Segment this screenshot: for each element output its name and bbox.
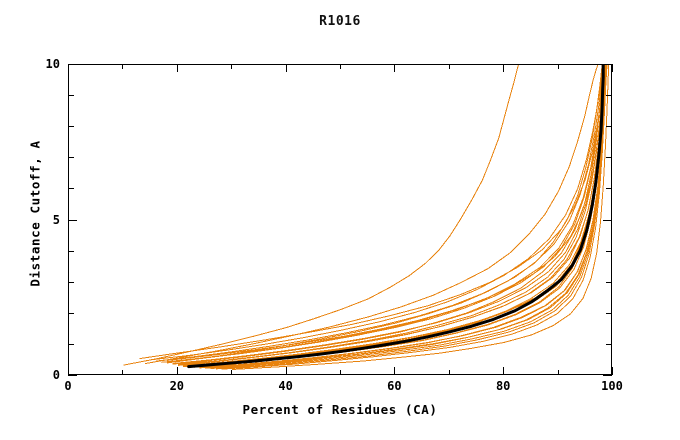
x-major-tick [285, 367, 287, 375]
series-line [204, 65, 607, 369]
series-line [172, 65, 605, 365]
y-minor-tick [68, 250, 74, 252]
x-major-tick [394, 367, 396, 375]
y-major-tick-right [603, 64, 612, 65]
y-minor-tick [68, 126, 74, 128]
plot-canvas [123, 65, 610, 370]
series-line [183, 65, 606, 367]
series-line [204, 65, 607, 369]
x-major-tick-top [285, 64, 287, 72]
y-minor-tick [68, 188, 74, 190]
y-major-tick [68, 64, 77, 65]
x-tick-label: 20 [169, 379, 185, 393]
reference-series-line [187, 65, 605, 369]
y-minor-tick [68, 281, 74, 283]
series-line [166, 65, 605, 363]
series-line [199, 65, 607, 369]
y-major-tick-right [603, 375, 612, 376]
y-minor-tick-right [606, 188, 612, 190]
x-minor-tick [448, 370, 450, 375]
series-line [139, 65, 606, 360]
series-line [166, 65, 606, 361]
plot-area [68, 64, 612, 375]
series-line [145, 65, 599, 365]
series-line [177, 65, 605, 366]
x-tick-label: 40 [278, 379, 293, 393]
x-minor-tick [231, 370, 233, 375]
chart-title: R1016 [319, 14, 361, 29]
x-minor-tick-top [231, 64, 233, 69]
series-line [172, 65, 604, 365]
y-minor-tick-right [606, 343, 612, 345]
x-minor-tick-top [340, 64, 341, 69]
x-minor-tick-top [448, 64, 450, 69]
x-major-tick-top [612, 64, 613, 72]
x-major-tick [612, 367, 613, 375]
x-major-tick-top [503, 64, 505, 72]
x-major-tick [176, 367, 178, 375]
x-major-tick-top [68, 64, 69, 72]
series-line [183, 65, 606, 367]
x-tick-label: 60 [387, 379, 402, 393]
x-minor-tick-top [122, 64, 124, 69]
x-tick-label: 100 [601, 379, 623, 393]
y-minor-tick [68, 95, 74, 97]
x-major-tick [68, 367, 69, 375]
x-minor-tick-top [557, 64, 559, 69]
y-major-tick [68, 219, 77, 221]
y-tick-label: 0 [52, 368, 60, 382]
y-minor-tick-right [606, 126, 612, 128]
x-minor-tick [122, 370, 124, 375]
y-minor-tick-right [606, 312, 612, 314]
series-line [232, 65, 610, 370]
y-minor-tick [68, 312, 74, 314]
y-tick-label: 10 [45, 57, 60, 71]
y-minor-tick [68, 343, 74, 345]
x-minor-tick [340, 370, 341, 375]
y-minor-tick [68, 157, 74, 159]
y-major-tick-right [603, 219, 612, 221]
y-minor-tick-right [606, 250, 612, 252]
x-major-tick [503, 367, 505, 375]
y-major-tick [68, 375, 77, 376]
x-tick-label: 0 [64, 379, 72, 393]
x-tick-label: 80 [495, 379, 511, 393]
y-tick-label: 5 [52, 212, 60, 227]
series-line [199, 65, 607, 369]
series-line [221, 65, 608, 370]
x-major-tick-top [394, 64, 396, 72]
x-minor-tick [557, 370, 559, 375]
y-axis-title: Distance Cutoff, A [27, 140, 43, 287]
series-line [155, 65, 604, 362]
y-minor-tick-right [606, 95, 612, 97]
x-major-tick-top [176, 64, 178, 72]
series-line [123, 65, 519, 366]
y-minor-tick-right [606, 157, 612, 159]
y-minor-tick-right [606, 281, 612, 283]
x-axis-title: Percent of Residues (CA) [242, 402, 438, 417]
series-line [183, 65, 606, 368]
